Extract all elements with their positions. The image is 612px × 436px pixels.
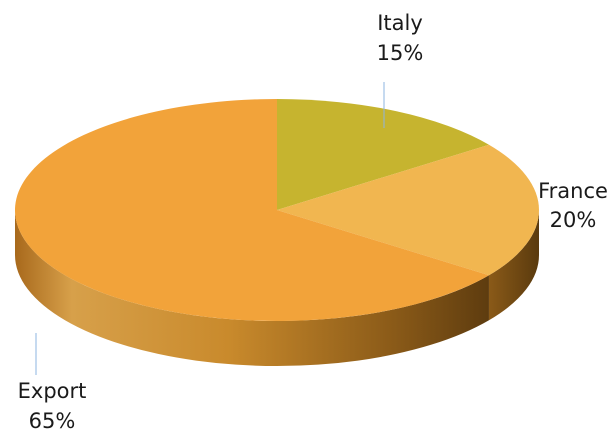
pie-side-export — [15, 210, 489, 367]
pie-side-france — [488, 210, 539, 321]
pie-slice-export — [15, 99, 489, 322]
pie-slice-france — [277, 144, 539, 276]
pie-slices — [15, 99, 539, 322]
value-label-italy: 15% — [377, 41, 424, 65]
category-label-france: France — [538, 179, 608, 203]
pie-sides — [15, 210, 539, 367]
value-label-france: 20% — [550, 208, 597, 232]
value-label-export: 65% — [29, 409, 76, 433]
leader-lines — [35, 82, 385, 375]
category-label-italy: Italy — [377, 11, 423, 35]
pie-slice-italy — [277, 99, 489, 210]
data-labels: Italy 15% France 20% Export 65% — [18, 11, 608, 433]
category-label-export: Export — [18, 379, 87, 403]
